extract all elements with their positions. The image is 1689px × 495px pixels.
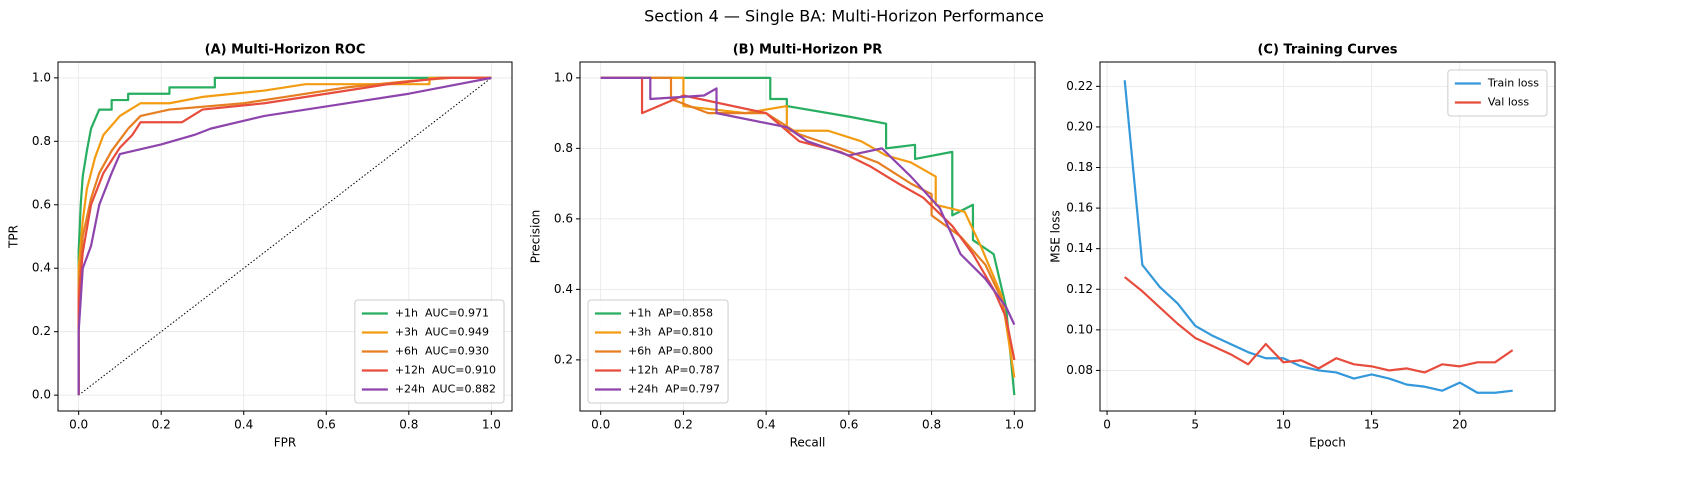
- x-tick-label: 0.6: [839, 418, 858, 432]
- y-tick-label: 0.2: [554, 352, 573, 366]
- x-tick-label: 10: [1276, 418, 1291, 432]
- y-tick-label: 1.0: [554, 70, 573, 84]
- y-tick-label: 0.6: [554, 211, 573, 225]
- series-line: [77, 76, 492, 396]
- legend-label: +6h AP=0.800: [628, 345, 713, 358]
- axes-frame: [579, 61, 1036, 412]
- series-line: [600, 76, 1016, 378]
- legend-label: Train loss: [1487, 77, 1539, 90]
- x-axis-label: FPR: [274, 436, 296, 450]
- y-tick-label: 0.12: [1066, 282, 1093, 296]
- y-tick-label: 0.8: [32, 134, 51, 148]
- y-tick-label: 0.2: [32, 324, 51, 338]
- x-tick-label: 0.4: [234, 418, 253, 432]
- panel-title: (B) Multi-Horizon PR: [733, 43, 883, 58]
- x-axis-label: Epoch: [1309, 436, 1346, 450]
- series-line: [77, 76, 492, 396]
- y-tick-label: 0.18: [1066, 160, 1093, 174]
- y-tick-label: 0.4: [32, 261, 51, 275]
- y-tick-label: 0.22: [1066, 79, 1093, 93]
- legend-label: +12h AP=0.787: [628, 364, 720, 377]
- legend-label: +3h AUC=0.949: [395, 326, 489, 339]
- series-line: [1124, 276, 1514, 374]
- y-tick-label: 0.0: [32, 388, 51, 402]
- y-tick-label: 0.10: [1066, 322, 1093, 336]
- legend-box: [587, 299, 729, 404]
- legend-label: Val loss: [1488, 96, 1529, 109]
- y-tick-label: 1.0: [32, 70, 51, 84]
- legend-label: +1h AUC=0.971: [395, 307, 489, 320]
- y-tick-label: 0.20: [1066, 119, 1093, 133]
- panel-title: (A) Multi-Horizon ROC: [205, 43, 366, 58]
- y-tick-label: 0.08: [1066, 363, 1093, 377]
- y-tick-label: 0.16: [1066, 201, 1093, 215]
- legend: +1h AP=0.858 +3h AP=0.810 +6h AP=0.800 +12h…: [587, 299, 729, 404]
- legend-label: +24h AP=0.797: [628, 383, 720, 396]
- x-tick-label: 1.0: [482, 418, 501, 432]
- x-axis-label: Recall: [790, 436, 826, 450]
- x-tick-label: 5: [1191, 418, 1199, 432]
- y-tick-label: 0.14: [1066, 241, 1093, 255]
- y-axis-label: Precision: [529, 210, 543, 264]
- panel-title: (C) Training Curves: [1257, 43, 1397, 58]
- legend: +1h AUC=0.971 +3h AUC=0.949 +6h AUC=0.930 +…: [354, 299, 505, 404]
- y-axis-label: MSE loss: [1049, 210, 1063, 263]
- y-tick-label: 0.6: [32, 197, 51, 211]
- series-line: [600, 76, 1016, 326]
- legend-label: +3h AP=0.810: [628, 326, 713, 339]
- x-tick-label: 15: [1364, 418, 1379, 432]
- legend-label: +12h AUC=0.910: [395, 364, 496, 377]
- y-tick-label: 0.4: [554, 282, 573, 296]
- x-tick-label: 1.0: [1005, 418, 1024, 432]
- series-line: [600, 76, 1016, 361]
- x-tick-label: 0.2: [674, 418, 693, 432]
- x-tick-label: 0: [1103, 418, 1111, 432]
- x-tick-label: 0.4: [757, 418, 776, 432]
- legend-label: +1h AP=0.858: [628, 307, 713, 320]
- series-line: [1123, 80, 1513, 394]
- x-tick-label: 0.0: [591, 418, 610, 432]
- series-line: [77, 76, 492, 396]
- x-tick-label: 0.2: [152, 418, 171, 432]
- suptitle: Section 4 — Single BA: Multi-Horizon Per…: [644, 7, 1044, 26]
- legend-label: +6h AUC=0.930: [395, 345, 489, 358]
- axes-frame: [1099, 61, 1556, 412]
- legend-box: [354, 299, 505, 404]
- y-axis-label: TPR: [7, 225, 21, 249]
- x-tick-label: 0.8: [399, 418, 418, 432]
- x-tick-label: 0.6: [317, 418, 336, 432]
- x-tick-label: 0.8: [922, 418, 941, 432]
- y-tick-label: 0.8: [554, 141, 573, 155]
- x-tick-label: 20: [1452, 418, 1467, 432]
- legend-box: [1447, 69, 1548, 117]
- axes-frame: [57, 61, 513, 412]
- legend: Train loss Val loss: [1447, 69, 1548, 117]
- series-line: [600, 76, 1016, 361]
- x-tick-label: 0.0: [69, 418, 88, 432]
- chance-line: [78, 77, 492, 396]
- legend-label: +24h AUC=0.882: [395, 383, 496, 396]
